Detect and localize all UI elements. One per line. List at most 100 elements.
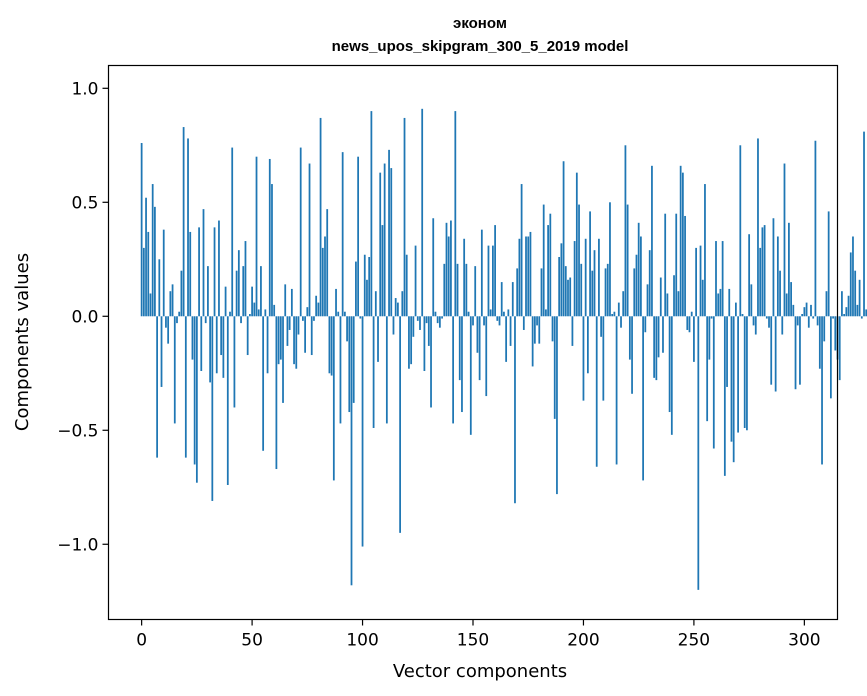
bar-161 <box>496 316 499 321</box>
bar-156 <box>485 316 488 397</box>
bar-75 <box>306 307 309 317</box>
bar-174 <box>525 236 527 317</box>
bar-239 <box>668 316 671 413</box>
bar-133 <box>434 311 437 317</box>
bar-201 <box>584 238 587 317</box>
bar-221 <box>628 316 631 360</box>
y-tick-label: 0.5 <box>71 193 98 213</box>
bar-278 <box>754 316 757 335</box>
bar-149 <box>469 316 472 435</box>
bar-250 <box>693 316 695 362</box>
bar-225 <box>637 222 640 317</box>
bar-194 <box>569 277 572 317</box>
bar-158 <box>489 309 492 317</box>
bar-96 <box>352 316 355 403</box>
bar-group <box>140 108 867 590</box>
bar-48 <box>246 316 249 356</box>
bar-38 <box>224 286 227 317</box>
bar-151 <box>474 266 477 317</box>
bar-236 <box>662 316 664 353</box>
bar-291 <box>783 163 786 317</box>
bar-7 <box>156 316 158 458</box>
bar-172 <box>520 184 523 317</box>
bar-150 <box>472 316 474 326</box>
bar-319 <box>845 307 848 317</box>
bar-86 <box>330 316 333 376</box>
bar-199 <box>580 263 583 317</box>
bar-301 <box>805 302 808 317</box>
bar-92 <box>343 311 346 317</box>
bar-67 <box>288 316 291 330</box>
bar-125 <box>416 316 419 321</box>
bar-71 <box>297 316 300 335</box>
bar-98 <box>357 156 360 317</box>
bar-205 <box>593 250 596 317</box>
bar-1 <box>142 247 145 317</box>
bar-233 <box>655 316 658 381</box>
bar-155 <box>483 316 485 326</box>
y-tick-label: −0.5 <box>57 421 98 441</box>
bar-152 <box>476 316 479 353</box>
bar-115 <box>394 298 397 317</box>
bar-265 <box>726 316 728 387</box>
bar-266 <box>728 288 731 317</box>
bar-254 <box>701 279 704 317</box>
x-axis-label: Vector components <box>393 661 567 682</box>
bar-203 <box>589 211 591 317</box>
bar-31 <box>209 316 211 383</box>
bar-61 <box>275 316 278 470</box>
bar-267 <box>730 316 733 442</box>
bar-284 <box>768 316 770 328</box>
bar-285 <box>770 316 773 385</box>
bar-274 <box>746 316 748 431</box>
bar-18 <box>180 270 183 317</box>
bar-93 <box>346 316 348 342</box>
bar-129 <box>425 316 428 324</box>
bar-210 <box>604 268 607 317</box>
bar-286 <box>772 218 775 317</box>
bar-153 <box>478 316 481 381</box>
bar-276 <box>750 284 753 317</box>
bar-16 <box>176 316 178 324</box>
bar-56 <box>264 309 267 317</box>
bar-2 <box>145 197 147 317</box>
bar-307 <box>818 316 821 369</box>
bar-146 <box>463 238 466 317</box>
bar-13 <box>169 291 172 317</box>
bar-136 <box>441 316 443 319</box>
bar-230 <box>648 250 651 317</box>
bar-188 <box>556 316 558 495</box>
bar-130 <box>427 316 430 346</box>
bar-28 <box>202 209 205 317</box>
bar-326 <box>860 316 863 319</box>
bar-243 <box>677 291 680 317</box>
bar-228 <box>644 316 647 333</box>
bar-164 <box>503 311 505 317</box>
bar-126 <box>419 316 421 330</box>
bar-290 <box>781 316 784 335</box>
bar-15 <box>173 316 176 424</box>
bar-216 <box>617 302 620 317</box>
bar-132 <box>432 218 435 317</box>
bar-85 <box>328 316 331 374</box>
bar-5 <box>151 184 154 317</box>
bar-94 <box>348 316 351 413</box>
bar-163 <box>500 282 503 317</box>
bar-166 <box>507 309 510 317</box>
bar-62 <box>277 316 280 365</box>
bar-177 <box>531 316 534 367</box>
bar-9 <box>160 316 163 387</box>
bar-17 <box>178 311 181 317</box>
bar-101 <box>363 254 366 317</box>
bar-81 <box>319 117 322 317</box>
bar-185 <box>549 213 552 317</box>
bar-214 <box>613 311 616 317</box>
bar-271 <box>739 145 742 317</box>
chart-title: эконом <box>453 15 507 32</box>
bar-157 <box>487 245 490 317</box>
y-axis-label: Components values <box>12 253 33 431</box>
bar-111 <box>385 316 388 424</box>
bar-154 <box>480 229 483 317</box>
bar-104 <box>370 111 373 317</box>
